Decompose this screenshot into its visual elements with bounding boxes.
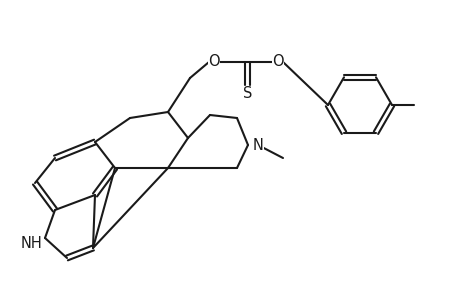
Text: N: N (252, 137, 263, 152)
Text: O: O (208, 55, 219, 70)
Text: NH: NH (21, 236, 43, 250)
Text: O: O (272, 55, 283, 70)
Text: S: S (243, 85, 252, 100)
